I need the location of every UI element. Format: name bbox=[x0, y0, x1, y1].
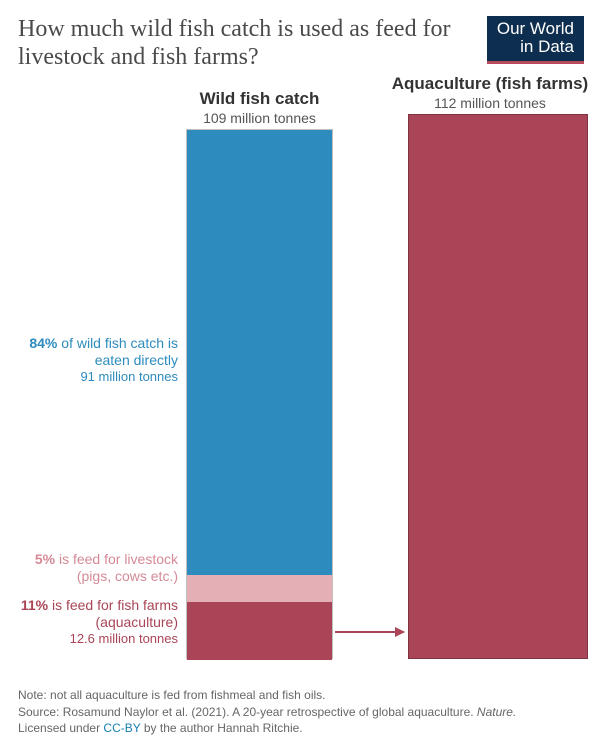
segment-fishfarm-feed bbox=[187, 602, 332, 660]
left-col-header: Wild fish catch 109 million tonnes bbox=[186, 89, 333, 126]
aquaculture-bar bbox=[408, 114, 588, 659]
label-direct-pct: 84% bbox=[29, 335, 57, 351]
right-col-header: Aquaculture (fish farms) 112 million ton… bbox=[390, 74, 590, 111]
footer-note: Note: not all aquaculture is fed from fi… bbox=[18, 687, 584, 703]
segment-livestock-feed bbox=[187, 575, 332, 602]
footer-license: Licensed under CC-BY by the author Hanna… bbox=[18, 720, 584, 736]
source-prefix: Source: Rosamund Naylor et al. (2021). A… bbox=[18, 705, 477, 719]
license-suffix: by the author Hannah Ritchie. bbox=[141, 721, 303, 735]
label-fishfarm-text: is feed for fish farms (aquaculture) bbox=[48, 597, 178, 630]
source-title: Nature. bbox=[477, 705, 516, 719]
footer-source: Source: Rosamund Naylor et al. (2021). A… bbox=[18, 704, 584, 720]
left-col-title: Wild fish catch bbox=[186, 89, 333, 109]
logo-line1: Our World bbox=[497, 20, 574, 38]
header: How much wild fish catch is used as feed… bbox=[0, 0, 602, 79]
label-livestock-pct: 5% bbox=[35, 551, 55, 567]
label-livestock: 5% is feed for livestock (pigs, cows etc… bbox=[20, 551, 178, 585]
page-title: How much wild fish catch is used as feed… bbox=[18, 16, 458, 71]
owid-logo: Our World in Data bbox=[487, 16, 584, 64]
label-fishfarm-sub: 12.6 million tonnes bbox=[20, 631, 178, 647]
label-fishfarm-pct: 11% bbox=[21, 597, 48, 613]
right-col-subtitle: 112 million tonnes bbox=[390, 95, 590, 111]
label-direct-text: of wild fish catch is eaten directly bbox=[57, 335, 178, 368]
segment-eaten-directly bbox=[187, 130, 332, 575]
logo-line2: in Data bbox=[497, 38, 574, 56]
label-eaten-directly: 84% of wild fish catch is eaten directly… bbox=[20, 335, 178, 384]
label-direct-sub: 91 million tonnes bbox=[20, 369, 178, 385]
footer: Note: not all aquaculture is fed from fi… bbox=[18, 687, 584, 736]
chart-area: Wild fish catch 109 million tonnes Aquac… bbox=[0, 79, 602, 669]
label-livestock-text: is feed for livestock (pigs, cows etc.) bbox=[55, 551, 178, 584]
right-col-title: Aquaculture (fish farms) bbox=[390, 74, 590, 94]
license-prefix: Licensed under bbox=[18, 721, 103, 735]
left-col-subtitle: 109 million tonnes bbox=[186, 110, 333, 126]
flow-arrow bbox=[335, 631, 404, 633]
label-fishfarm: 11% is feed for fish farms (aquaculture)… bbox=[20, 597, 178, 646]
wild-fish-bar bbox=[186, 129, 333, 659]
license-link[interactable]: CC-BY bbox=[103, 721, 140, 735]
